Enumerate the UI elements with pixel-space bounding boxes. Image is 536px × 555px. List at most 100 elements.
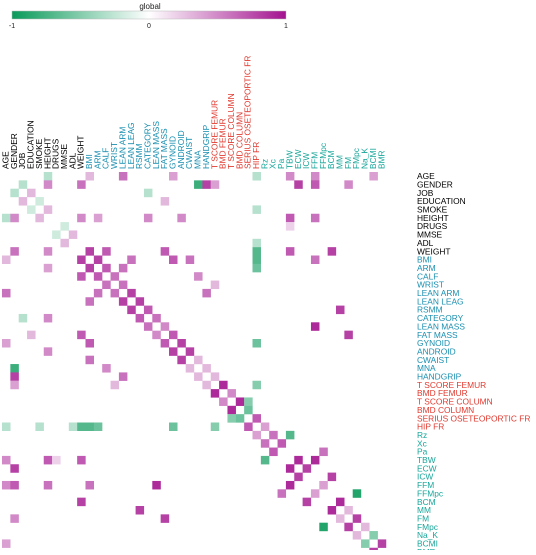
- row-label: GENDER: [417, 179, 453, 189]
- column-label: MM: [335, 155, 345, 169]
- heatmap-cell: [344, 330, 353, 340]
- column-label: ICW: [301, 153, 311, 169]
- heatmap-cell: [177, 355, 186, 365]
- column-label: CATEGORY: [142, 122, 152, 169]
- column-label: GENDER: [9, 133, 19, 169]
- heatmap-cell: [35, 422, 44, 431]
- heatmap-cell: [327, 247, 337, 256]
- heatmap-cell: [10, 364, 19, 373]
- column-label: BMD COLUMN: [234, 112, 244, 169]
- heatmap-cell: [77, 497, 86, 507]
- color-legend: global -1 0 1: [9, 2, 288, 30]
- column-label: LEAN LEAG: [126, 122, 136, 169]
- heatmap-cell: [310, 455, 320, 465]
- legend-tick-label: 1: [284, 23, 288, 30]
- heatmap-cell: [160, 514, 170, 523]
- heatmap-cell: [160, 247, 170, 256]
- heatmap-cell: [252, 263, 261, 273]
- heatmap-cell: [202, 364, 211, 373]
- heatmap-cell: [219, 380, 228, 390]
- heatmap-cell: [77, 255, 86, 264]
- heatmap-cell: [210, 180, 220, 189]
- column-label: WEIGHT: [76, 136, 86, 170]
- heatmap-cell: [93, 288, 103, 298]
- heatmap-cell: [227, 389, 236, 398]
- heatmap-cell: [85, 480, 94, 490]
- heatmap-cell: [194, 372, 203, 381]
- heatmap-cell: [135, 313, 145, 323]
- row-label: Na_K: [417, 530, 438, 540]
- heatmap-cell: [18, 313, 28, 323]
- column-label: AGE: [1, 151, 11, 169]
- heatmap-cell: [93, 255, 103, 264]
- heatmap-cell: [118, 297, 128, 306]
- column-label: CWAIST: [184, 137, 194, 169]
- heatmap-cell: [344, 506, 353, 515]
- row-label: T SCORE COLUMN: [417, 397, 493, 407]
- heatmap-cell: [202, 288, 211, 298]
- column-label: ADL: [67, 152, 77, 169]
- heatmap-cell: [352, 514, 362, 523]
- heatmap-cell: [77, 180, 86, 189]
- heatmap-cell: [252, 430, 261, 440]
- row-label: ECW: [417, 463, 437, 473]
- heatmap-cell: [35, 197, 44, 206]
- column-label: SERIUS OSETEOPORTIC FR: [243, 56, 253, 169]
- heatmap-cell: [285, 480, 295, 490]
- column-label: HANDGRIP: [201, 124, 211, 169]
- heatmap-cell: [344, 180, 353, 189]
- heatmap-cell: [252, 238, 261, 248]
- heatmap-cell: [302, 497, 312, 507]
- column-label: MNA: [193, 150, 203, 169]
- heatmap-cell: [294, 472, 303, 482]
- column-label: HIP FR: [251, 142, 261, 169]
- heatmap-cell: [235, 414, 245, 423]
- row-label: BMD COLUMN: [417, 405, 474, 415]
- column-label: LEAN MASS: [151, 121, 161, 169]
- heatmap-cell: [202, 180, 211, 189]
- heatmap-cell: [294, 180, 303, 189]
- row-label: CWAIST: [417, 355, 449, 365]
- heatmap-cell: [85, 422, 94, 431]
- heatmap-cell: [185, 347, 195, 356]
- heatmap-cell: [127, 255, 136, 264]
- column-label: HEIGHT: [42, 137, 52, 169]
- heatmap-cell: [260, 422, 270, 431]
- heatmap-cell: [52, 230, 61, 239]
- heatmap-cell: [143, 322, 153, 331]
- heatmap-cell: [10, 380, 19, 390]
- heatmap-cell: [118, 372, 128, 381]
- row-label: CALF: [417, 271, 438, 281]
- heatmap-cell: [43, 205, 53, 214]
- column-label: JOB: [17, 152, 27, 169]
- heatmap-cell: [2, 288, 11, 298]
- heatmap-cell: [260, 455, 270, 465]
- row-label: ARM: [417, 263, 436, 273]
- heatmap-cell: [310, 213, 320, 223]
- heatmap-cell: [352, 489, 362, 498]
- column-label: FMpc: [351, 148, 361, 169]
- heatmap-cell: [10, 372, 19, 381]
- heatmap-cell: [2, 422, 11, 431]
- column-label: SMOKE: [34, 138, 44, 169]
- column-label: FFM: [309, 152, 319, 169]
- heatmap-cell: [352, 531, 362, 540]
- heatmap-cell: [344, 522, 353, 532]
- heatmap-cell: [93, 272, 103, 281]
- legend-title: global: [139, 2, 161, 11]
- heatmap-cell: [310, 322, 320, 331]
- heatmap-cell: [244, 405, 253, 415]
- row-label: BCM: [417, 497, 436, 507]
- row-label: BMI: [417, 255, 432, 265]
- row-label: SMOKE: [417, 205, 448, 215]
- legend-gradient-bar: [11, 10, 287, 20]
- heatmap-cell: [302, 464, 312, 473]
- row-label: FAT MASS: [417, 330, 458, 340]
- heatmap-cell: [310, 255, 320, 264]
- heatmap-cell: [169, 422, 178, 431]
- heatmap-cell: [177, 339, 186, 348]
- heatmap-cell: [77, 272, 86, 281]
- heatmap-cell: [10, 480, 19, 490]
- heatmap-cell: [219, 397, 228, 406]
